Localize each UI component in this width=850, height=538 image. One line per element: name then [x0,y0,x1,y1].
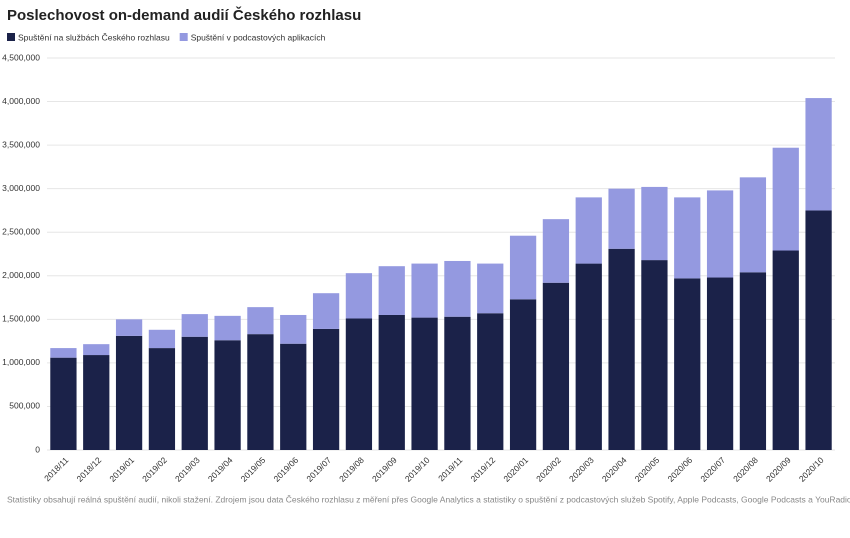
legend-swatch [179,33,188,41]
bar [50,348,77,358]
bar [247,307,274,335]
y-tick-label: 500,000 [9,401,40,411]
bar [50,357,77,450]
y-tick-label: 1,500,000 [2,314,40,324]
footnote: Statistiky obsahují reálná spuštění audi… [7,494,850,504]
bar [477,313,504,450]
x-tick-label: 2018/12 [74,455,103,484]
x-tick-label: 2020/06 [665,455,694,484]
bar [509,235,537,300]
bar [345,273,373,319]
x-tick-label: 2019/12 [468,455,497,484]
chart-title: Poslechovost on-demand audií Českého roz… [7,6,361,24]
y-tick-label: 0 [35,444,40,454]
bar [181,336,208,450]
x-tick-label: 2018/11 [42,455,71,484]
x-tick-label: 2019/05 [239,455,268,484]
legend-label: Spuštění v podcastových aplikacích [191,32,326,42]
legend-swatch [7,33,15,41]
bar [641,260,668,450]
bar [575,197,602,264]
bar [772,147,799,251]
x-tick-label: 2019/08 [337,455,366,484]
bar [378,266,405,315]
bar [805,210,832,450]
bar [83,355,110,450]
bar [181,314,208,337]
x-tick-label: 2019/10 [403,455,432,484]
bar [542,219,570,283]
bar [641,186,668,261]
x-tick-label: 2019/11 [436,455,465,484]
bar [706,277,734,450]
bar [674,278,701,450]
bar [772,250,799,450]
bar [148,348,176,450]
x-tick-label: 2019/06 [271,455,300,484]
bar [575,263,602,450]
bar [280,314,307,344]
bar [148,329,176,349]
bar [280,343,307,450]
x-tick-label: 2020/07 [698,455,727,484]
x-tick-label: 2019/01 [107,455,136,484]
y-tick-label: 4,500,000 [2,52,40,62]
x-tick-label: 2020/08 [731,455,760,484]
bar [411,317,438,450]
bar [739,272,767,450]
bar [674,197,701,279]
y-tick-label: 4,000,000 [2,96,40,106]
bar [444,260,471,317]
bar [345,318,373,450]
x-tick-label: 2020/05 [633,455,662,484]
y-tick-label: 2,000,000 [2,270,40,280]
bar [312,328,340,450]
bar [805,98,832,211]
y-tick-label: 2,500,000 [2,226,40,236]
x-tick-label: 2019/02 [140,455,169,484]
x-tick-label: 2020/01 [501,455,530,484]
x-tick-label: 2019/04 [206,455,235,484]
bar [444,316,471,450]
y-tick-label: 1,000,000 [2,357,40,367]
y-tick-label: 3,000,000 [2,183,40,193]
x-tick-label: 2020/09 [764,455,793,484]
x-tick-label: 2019/09 [370,455,399,484]
bar [115,319,143,336]
bar [542,282,570,450]
bar [608,188,635,249]
y-tick-label: 3,500,000 [2,139,40,149]
bar [608,248,635,450]
x-tick-label: 2019/03 [173,455,202,484]
x-tick-label: 2020/04 [600,455,629,484]
x-tick-label: 2020/10 [797,455,826,484]
x-tick-label: 2020/03 [567,455,596,484]
bar [411,263,438,318]
bar [214,315,241,341]
legend-label: Spuštění na službách Českého rozhlasu [18,32,170,42]
bar [214,340,241,450]
x-tick-label: 2020/02 [534,455,563,484]
bar [706,190,734,278]
x-tick-label: 2019/07 [304,455,333,484]
bar [509,299,537,450]
bar [477,263,504,314]
bar [247,334,274,450]
bar [83,344,110,356]
bar [378,314,405,450]
bar [739,177,767,273]
bar [312,293,340,329]
bar [115,335,143,450]
